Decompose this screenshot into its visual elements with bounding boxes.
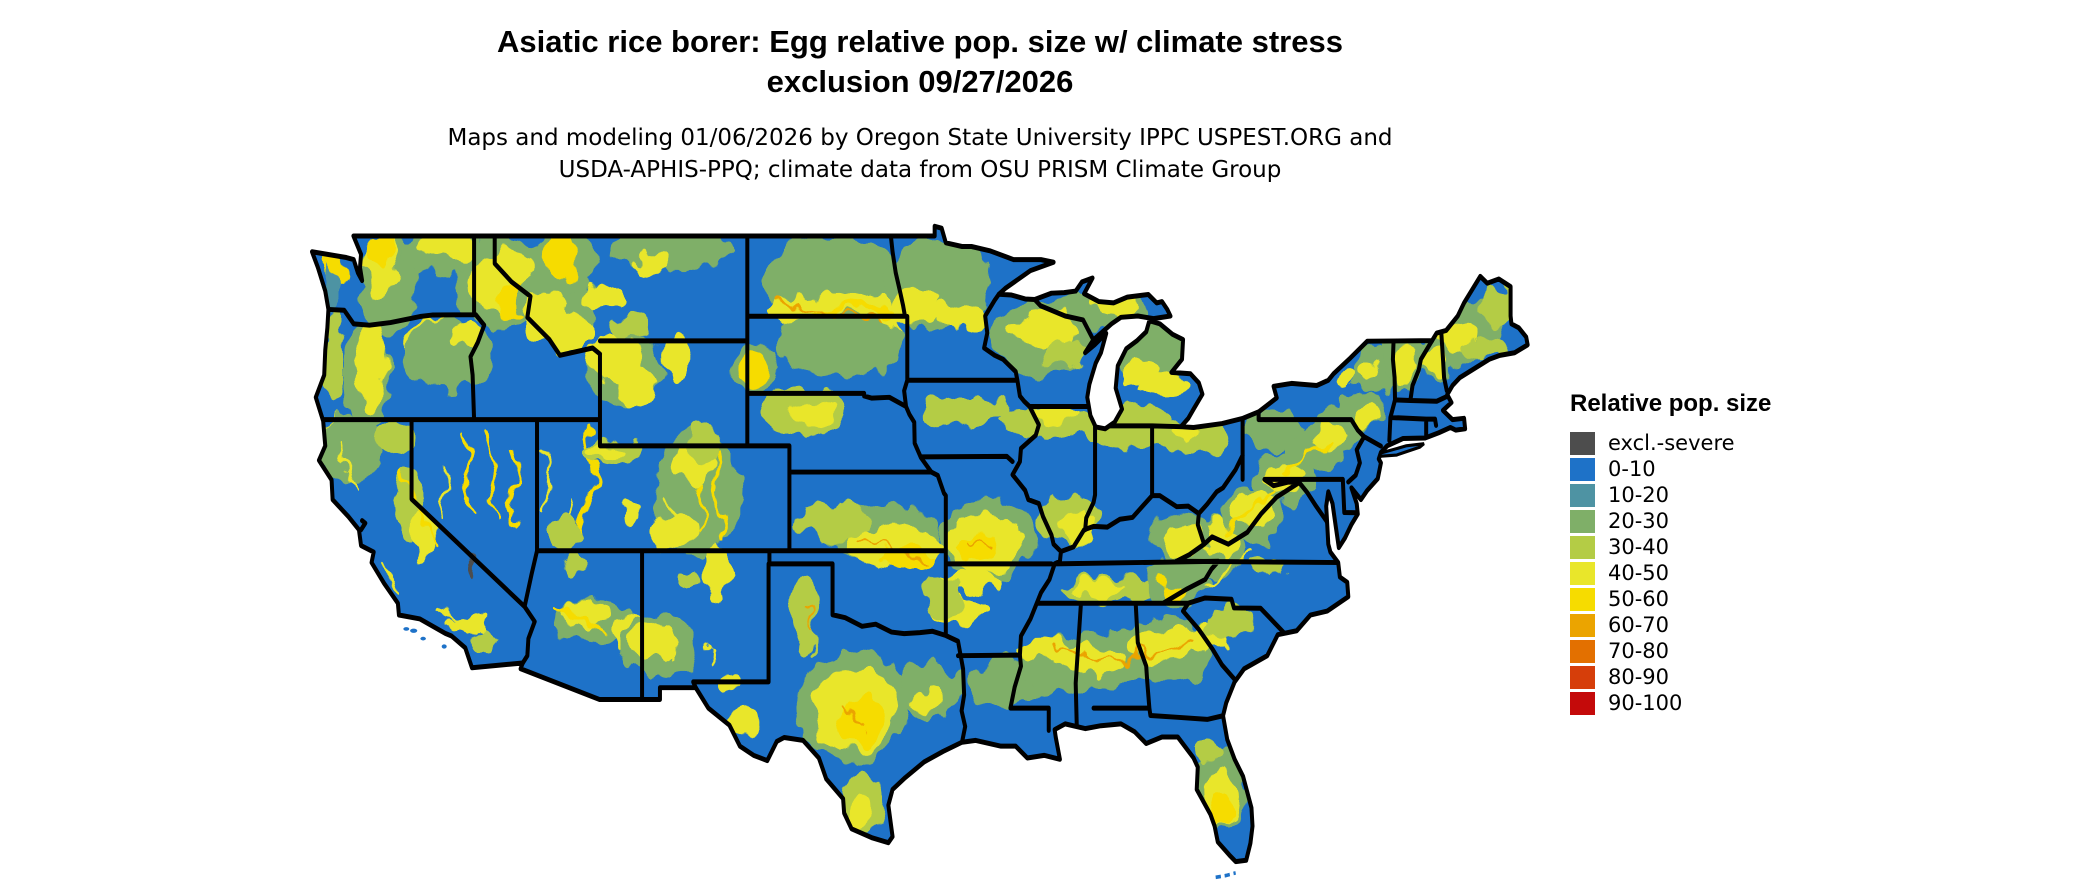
long-island [1377,442,1425,459]
legend-item-label: 0-10 [1608,457,1656,481]
legend-item-label: 50-60 [1608,587,1670,611]
legend-swatch [1570,639,1595,663]
legend-item: 30-40 [1570,534,1850,560]
legend-swatch [1570,535,1595,559]
legend-item-label: 80-90 [1608,665,1670,689]
legend-swatch [1570,561,1595,585]
legend-item-label: 10-20 [1608,483,1670,507]
map-projection-group [312,226,1528,880]
legend-item-label: 20-30 [1608,509,1670,533]
legend: Relative pop. size excl.-severe 0-10 10-… [1570,390,1850,716]
legend-item-label: 70-80 [1608,639,1670,663]
legend-item: 60-70 [1570,612,1850,638]
legend-swatch [1570,587,1595,611]
population-raster [318,226,1517,835]
legend-swatch [1570,665,1595,689]
legend-title: Relative pop. size [1570,390,1772,417]
legend-item: 10-20 [1570,482,1850,508]
title-line-2: exclusion 09/27/2026 [766,64,1074,99]
legend-item: 0-10 [1570,456,1850,482]
page-title: Asiatic rice borer: Egg relative pop. si… [0,22,1840,102]
legend-swatch [1570,457,1595,481]
legend-item: 80-90 [1570,664,1850,690]
legend-item: 90-100 [1570,690,1850,716]
legend-item: 50-60 [1570,586,1850,612]
legend-item: 70-80 [1570,638,1850,664]
legend-swatch [1570,509,1595,533]
legend-item-label: 40-50 [1608,561,1670,585]
legend-swatch [1570,613,1595,637]
channel-island [403,627,410,631]
title-line-1: Asiatic rice borer: Egg relative pop. si… [497,24,1343,59]
state-borders [321,233,1449,745]
legend-swatch [1570,431,1595,455]
legend-item-label: 60-70 [1608,613,1670,637]
legend-item-label: excl.-severe [1608,431,1735,455]
legend-item: 40-50 [1570,560,1850,586]
subtitle-line-2: USDA-APHIS-PPQ; climate data from OSU PR… [558,157,1282,183]
page-subtitle: Maps and modeling 01/06/2026 by Oregon S… [0,122,1840,186]
channel-island [410,628,418,633]
florida-keys [1215,871,1236,880]
legend-items: excl.-severe 0-10 10-20 20-30 30-40 40-5… [1570,430,1850,716]
channel-island [420,636,426,641]
subtitle-line-1: Maps and modeling 01/06/2026 by Oregon S… [447,125,1393,151]
raster-layer [318,226,1517,835]
catalina-island [441,644,447,649]
legend-item: 20-30 [1570,508,1850,534]
legend-item: excl.-severe [1570,430,1850,456]
legend-item-label: 90-100 [1608,691,1683,715]
legend-swatch [1570,691,1595,715]
legend-swatch [1570,483,1595,507]
legend-item-label: 30-40 [1608,535,1670,559]
